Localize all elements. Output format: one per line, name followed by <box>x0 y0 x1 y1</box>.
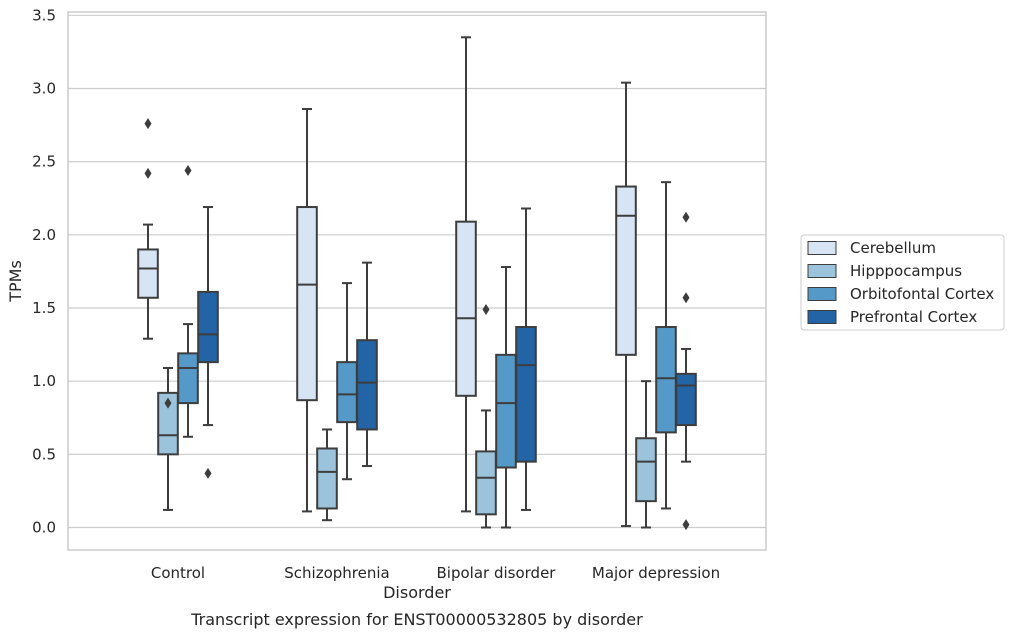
legend-label: Orbitofontal Cortex <box>850 285 994 303</box>
y-tick-label: 2.0 <box>32 226 56 244</box>
legend-swatch <box>807 241 837 255</box>
outlier-point <box>184 164 192 176</box>
legend-item: Hipppocampus <box>807 262 962 280</box>
chart-caption: Transcript expression for ENST0000053280… <box>190 610 643 629</box>
box-prefrontal-cortex-control <box>197 206 219 479</box>
legend-frame <box>800 234 1005 331</box>
box-prefrontal-cortex-bipolar-disorder <box>515 207 537 511</box>
boxes <box>137 36 697 531</box>
box-iqr <box>157 391 179 456</box>
box-hipppocampus-schizophrenia <box>316 428 338 522</box>
legend-label: Prefrontal Cortex <box>850 308 977 326</box>
legend-label: Hipppocampus <box>850 262 962 280</box>
box-orbitofontal-cortex-control <box>177 164 199 438</box>
outlier-point <box>144 167 152 179</box>
box-iqr <box>495 353 517 469</box>
legend-item: Orbitofontal Cortex <box>807 285 994 303</box>
box-iqr <box>475 450 497 516</box>
box-hipppocampus-major-depression <box>635 380 657 529</box>
box-cerebellum-major-depression <box>615 81 637 528</box>
plot-frame <box>67 11 767 551</box>
box-iqr <box>655 326 677 434</box>
x-tick-label: Major depression <box>592 564 720 582</box>
box-iqr <box>316 447 338 510</box>
legend-swatch <box>807 310 837 324</box>
box-orbitofontal-cortex-schizophrenia <box>336 282 358 481</box>
y-tick-label: 0.0 <box>32 519 56 537</box>
box-prefrontal-cortex-major-depression <box>675 211 697 531</box>
y-axis-title: TPMs <box>6 260 25 303</box>
box-orbitofontal-cortex-major-depression <box>655 181 677 510</box>
y-tick-label: 1.5 <box>32 299 56 317</box>
outlier-point <box>682 519 690 531</box>
box-iqr <box>356 339 378 431</box>
box-orbitofontal-cortex-bipolar-disorder <box>495 266 517 529</box>
outlier-point <box>482 303 490 315</box>
box-prefrontal-cortex-schizophrenia <box>356 261 378 468</box>
box-iqr <box>137 248 159 299</box>
legend-label: Cerebellum <box>850 239 936 257</box>
legend-item: Cerebellum <box>807 239 936 257</box>
box-cerebellum-control <box>137 118 159 340</box>
y-tick-label: 1.0 <box>32 372 56 390</box>
x-tick-label: Schizophrenia <box>284 564 389 582</box>
box-cerebellum-bipolar-disorder <box>455 36 477 513</box>
legend-item: Prefrontal Cortex <box>807 308 977 326</box>
legend-swatch <box>807 264 837 278</box>
outlier-point <box>204 467 212 479</box>
box-iqr <box>296 206 318 402</box>
x-tick-labels: Control Schizophrenia Bipolar disorder Majo… <box>151 564 720 582</box>
box-iqr <box>455 220 477 397</box>
box-iqr <box>336 361 358 424</box>
outlier-point <box>164 397 172 409</box>
box-hipppocampus-control <box>157 366 179 511</box>
box-iqr <box>635 437 657 503</box>
outlier-point <box>682 211 690 223</box>
y-tick-label: 3.5 <box>32 6 56 24</box>
x-tick-label: Control <box>151 564 205 582</box>
y-tick-label: 3.0 <box>32 80 56 98</box>
x-tick-label: Bipolar disorder <box>437 564 557 582</box>
box-iqr <box>177 352 199 405</box>
y-tick-label: 0.5 <box>32 445 56 463</box>
box-iqr <box>515 326 537 463</box>
y-tick-label: 2.5 <box>32 153 56 171</box>
y-tick-labels: 0.0 0.5 1.0 1.5 2.0 2.5 3.0 3.5 <box>32 6 56 536</box>
box-cerebellum-schizophrenia <box>296 107 318 513</box>
outlier-point <box>144 118 152 130</box>
x-axis-title: Disorder <box>383 583 451 602</box>
box-iqr <box>615 185 637 356</box>
outlier-point <box>682 292 690 304</box>
box-iqr <box>197 290 219 364</box>
box-iqr <box>675 372 697 427</box>
legend: Cerebellum Hipppocampus Orbitofontal Corte… <box>800 234 1005 331</box>
legend-swatch <box>807 287 837 301</box>
box-hipppocampus-bipolar-disorder <box>475 303 497 529</box>
